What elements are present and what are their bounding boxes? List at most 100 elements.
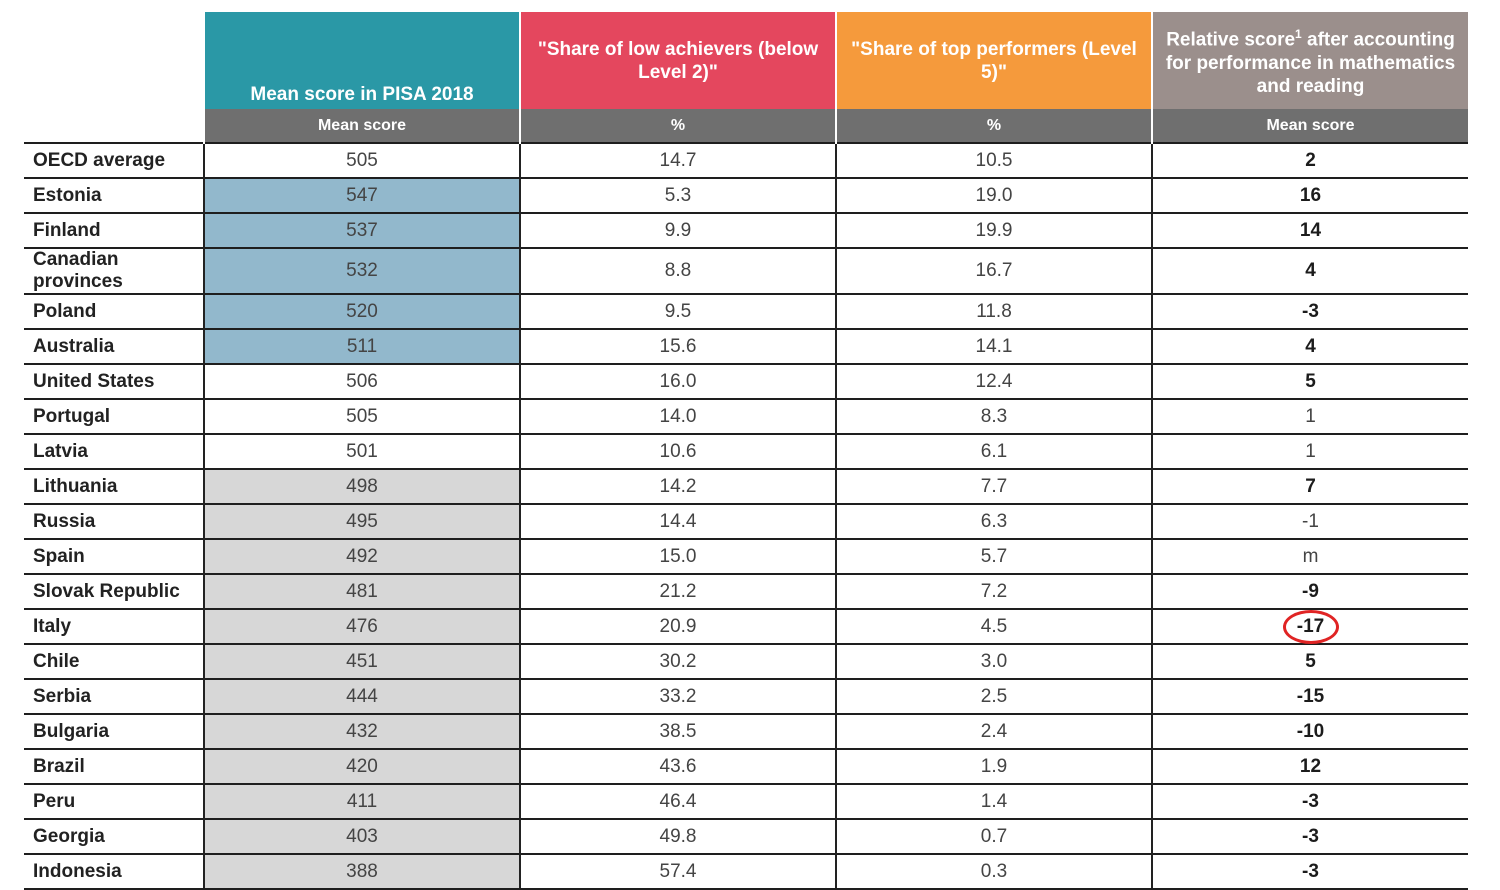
relative-score-cell: 7 xyxy=(1151,468,1468,504)
relative-score-cell: -3 xyxy=(1151,853,1468,890)
subheader-blank xyxy=(24,109,204,143)
top-performers-cell: 12.4 xyxy=(835,363,1152,399)
country-cell: Serbia xyxy=(24,678,204,714)
table-row: Slovak Republic 481 21.2 7.2 -9 xyxy=(24,573,1468,609)
low-achievers-cell: 33.2 xyxy=(519,678,836,714)
top-performers-cell: 11.8 xyxy=(835,293,1152,329)
top-performers-cell: 7.7 xyxy=(835,468,1152,504)
mean-score-cell: 505 xyxy=(203,142,520,178)
mean-score-cell: 532 xyxy=(203,247,520,294)
country-cell: Canadian provinces xyxy=(24,247,204,294)
low-achievers-cell: 14.0 xyxy=(519,398,836,434)
mean-score-cell: 403 xyxy=(203,818,520,854)
top-performers-cell: 7.2 xyxy=(835,573,1152,609)
country-cell: United States xyxy=(24,363,204,399)
top-performers-cell: 0.7 xyxy=(835,818,1152,854)
header-relative-rest: after accounting for performance in math… xyxy=(1165,29,1456,97)
table-row: Chile 451 30.2 3.0 5 xyxy=(24,643,1468,679)
low-achievers-cell: 10.6 xyxy=(519,433,836,469)
low-achievers-cell: 30.2 xyxy=(519,643,836,679)
top-performers-cell: 2.4 xyxy=(835,713,1152,749)
table-row: Poland 520 9.5 11.8 -3 xyxy=(24,293,1468,329)
mean-score-cell: 501 xyxy=(203,433,520,469)
low-achievers-cell: 14.2 xyxy=(519,468,836,504)
low-achievers-cell: 9.5 xyxy=(519,293,836,329)
relative-score-cell: -1 xyxy=(1151,503,1468,539)
table-row: Latvia 501 10.6 6.1 1 xyxy=(24,433,1468,469)
country-cell: Australia xyxy=(24,328,204,364)
relative-score-cell: 1 xyxy=(1151,433,1468,469)
low-achievers-cell: 49.8 xyxy=(519,818,836,854)
top-performers-cell: 5.7 xyxy=(835,538,1152,574)
low-achievers-cell: 43.6 xyxy=(519,748,836,784)
country-cell: Portugal xyxy=(24,398,204,434)
top-performers-cell: 1.9 xyxy=(835,748,1152,784)
relative-score-cell: -3 xyxy=(1151,783,1468,819)
top-performers-cell: 19.9 xyxy=(835,212,1152,248)
relative-score-cell: 5 xyxy=(1151,363,1468,399)
header-row: Mean score in PISA 2018 "Share of low ac… xyxy=(24,12,1468,109)
subheader-row: Mean score % % Mean score xyxy=(24,109,1468,143)
low-achievers-cell: 46.4 xyxy=(519,783,836,819)
low-achievers-cell: 38.5 xyxy=(519,713,836,749)
low-achievers-cell: 5.3 xyxy=(519,177,836,213)
country-cell: Georgia xyxy=(24,818,204,854)
top-performers-cell: 4.5 xyxy=(835,608,1152,644)
footnote-marker: 1 xyxy=(1295,27,1302,42)
low-achievers-cell: 14.7 xyxy=(519,142,836,178)
subheader-mean-score: Mean score xyxy=(203,109,520,143)
table-row: OECD average 505 14.7 10.5 2 xyxy=(24,142,1468,178)
low-achievers-cell: 21.2 xyxy=(519,573,836,609)
mean-score-cell: 547 xyxy=(203,177,520,213)
mean-score-cell: 506 xyxy=(203,363,520,399)
mean-score-cell: 388 xyxy=(203,853,520,890)
country-cell: Peru xyxy=(24,783,204,819)
header-blank xyxy=(24,12,204,109)
subheader-relative-mean: Mean score xyxy=(1151,109,1468,143)
relative-score-cell: 14 xyxy=(1151,212,1468,248)
top-performers-cell: 14.1 xyxy=(835,328,1152,364)
relative-score-cell: -9 xyxy=(1151,573,1468,609)
mean-score-cell: 444 xyxy=(203,678,520,714)
table-row: Australia 511 15.6 14.1 4 xyxy=(24,328,1468,364)
table-row: Spain 492 15.0 5.7 m xyxy=(24,538,1468,574)
country-cell: Indonesia xyxy=(24,853,204,890)
header-relative-main: Relative score xyxy=(1166,29,1296,51)
table-row: Brazil 420 43.6 1.9 12 xyxy=(24,748,1468,784)
table-row: Serbia 444 33.2 2.5 -15 xyxy=(24,678,1468,714)
country-cell: Spain xyxy=(24,538,204,574)
subheader-top-pct: % xyxy=(835,109,1152,143)
table-row: Bulgaria 432 38.5 2.4 -10 xyxy=(24,713,1468,749)
relative-score-cell: -3 xyxy=(1151,293,1468,329)
top-performers-cell: 8.3 xyxy=(835,398,1152,434)
mean-score-cell: 520 xyxy=(203,293,520,329)
top-performers-cell: 0.3 xyxy=(835,853,1152,890)
header-relative-score: Relative score1 after accounting for per… xyxy=(1151,12,1468,109)
table-row: Indonesia 388 57.4 0.3 -3 xyxy=(24,853,1468,890)
country-cell: Russia xyxy=(24,503,204,539)
subheader-low-pct: % xyxy=(519,109,836,143)
low-achievers-cell: 15.6 xyxy=(519,328,836,364)
mean-score-cell: 481 xyxy=(203,573,520,609)
top-performers-cell: 2.5 xyxy=(835,678,1152,714)
low-achievers-cell: 14.4 xyxy=(519,503,836,539)
top-performers-cell: 6.1 xyxy=(835,433,1152,469)
pisa-table: Mean score in PISA 2018 "Share of low ac… xyxy=(24,12,1468,890)
top-performers-cell: 16.7 xyxy=(835,247,1152,294)
table-body: OECD average 505 14.7 10.5 2 Estonia 547 5.3 19.… xyxy=(24,142,1468,890)
mean-score-cell: 495 xyxy=(203,503,520,539)
table-row: Finland 537 9.9 19.9 14 xyxy=(24,212,1468,248)
mean-score-cell: 420 xyxy=(203,748,520,784)
low-achievers-cell: 9.9 xyxy=(519,212,836,248)
mean-score-cell: 511 xyxy=(203,328,520,364)
header-low-achievers: "Share of low achievers (below Level 2)" xyxy=(519,12,836,109)
table-row: Portugal 505 14.0 8.3 1 xyxy=(24,398,1468,434)
header-mean-score: Mean score in PISA 2018 xyxy=(203,12,520,109)
mean-score-cell: 492 xyxy=(203,538,520,574)
top-performers-cell: 1.4 xyxy=(835,783,1152,819)
relative-score-cell: -15 xyxy=(1151,678,1468,714)
table-row: Estonia 547 5.3 19.0 16 xyxy=(24,177,1468,213)
low-achievers-cell: 8.8 xyxy=(519,247,836,294)
top-performers-cell: 19.0 xyxy=(835,177,1152,213)
country-cell: Latvia xyxy=(24,433,204,469)
